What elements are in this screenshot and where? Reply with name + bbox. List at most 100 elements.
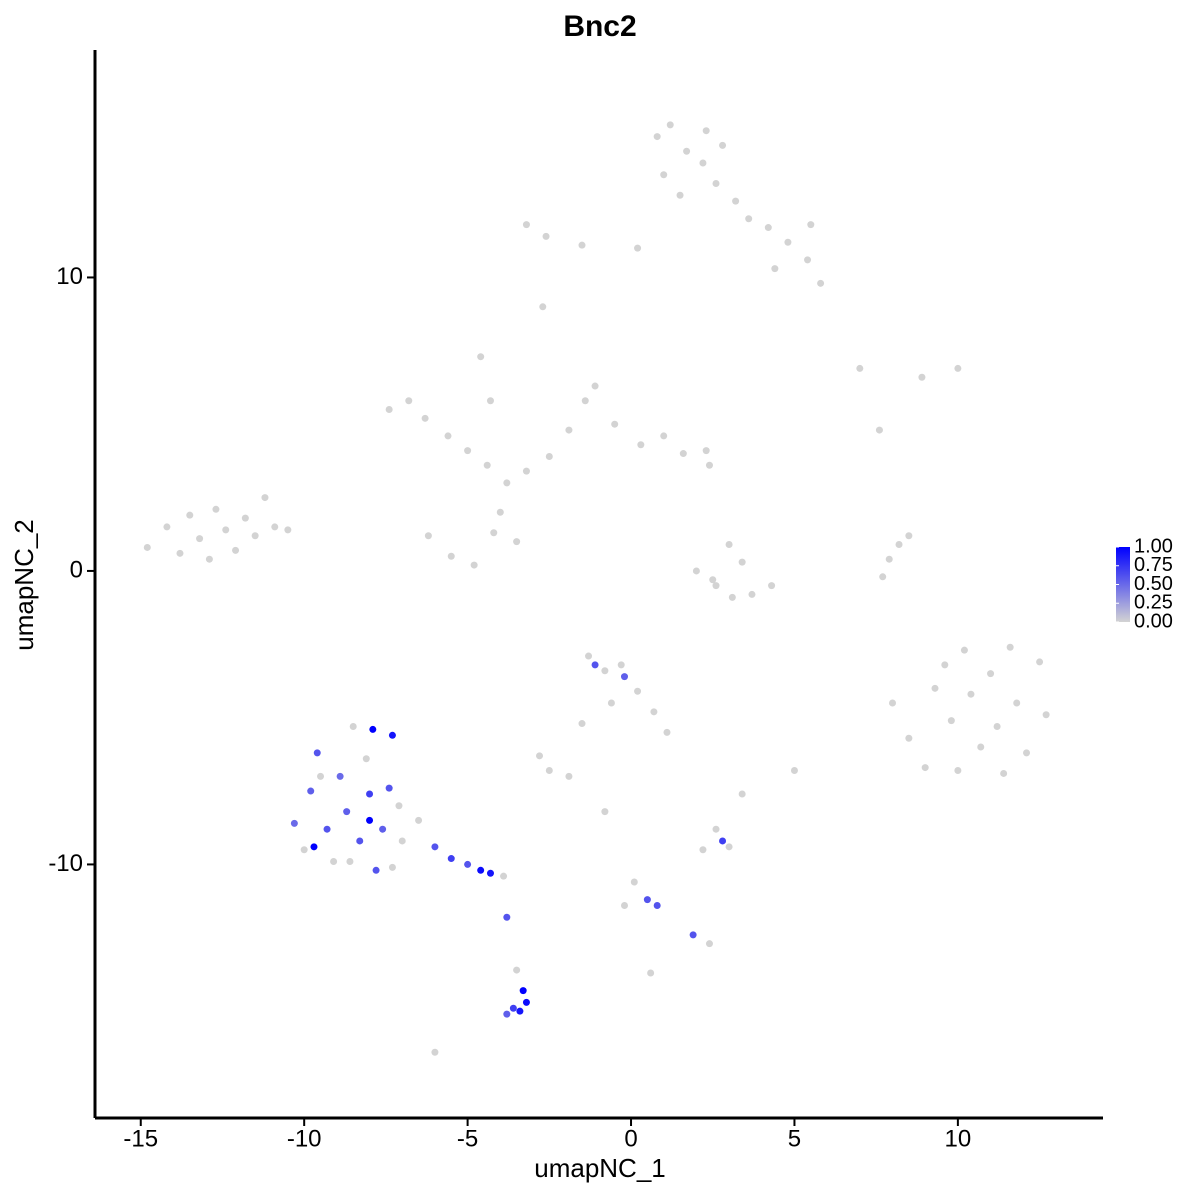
point: [705, 940, 713, 948]
point: [653, 902, 661, 910]
point: [483, 461, 491, 469]
point: [522, 467, 530, 475]
point: [421, 414, 429, 422]
point: [676, 191, 684, 199]
point: [637, 441, 645, 449]
point: [607, 699, 615, 707]
point: [578, 720, 586, 728]
point: [663, 728, 671, 736]
point: [679, 450, 687, 458]
point: [542, 232, 550, 240]
point: [1006, 643, 1014, 651]
point: [993, 722, 1001, 730]
point: [725, 541, 733, 549]
x-tick-label: 0: [624, 1125, 637, 1152]
point: [477, 866, 485, 874]
point: [1023, 749, 1031, 757]
point: [300, 846, 308, 854]
point: [705, 461, 713, 469]
point: [522, 221, 530, 229]
point: [232, 546, 240, 554]
x-axis-label: umapNC_1: [534, 1153, 666, 1183]
point: [879, 573, 887, 581]
point: [954, 767, 962, 775]
point: [585, 652, 593, 660]
point: [313, 749, 321, 757]
x-tick-label: -5: [457, 1125, 478, 1152]
point: [545, 767, 553, 775]
point: [470, 561, 478, 569]
point: [284, 526, 292, 534]
point: [728, 593, 736, 601]
point: [987, 670, 995, 678]
point: [366, 790, 374, 798]
point: [516, 1007, 524, 1015]
point: [601, 667, 609, 675]
point: [290, 819, 298, 827]
point: [660, 171, 668, 179]
point: [702, 127, 710, 135]
point: [372, 866, 380, 874]
point: [745, 215, 753, 223]
point: [385, 406, 393, 414]
point: [738, 790, 746, 798]
point: [486, 397, 494, 405]
point: [712, 582, 720, 590]
point: [477, 353, 485, 361]
point: [395, 802, 403, 810]
point: [643, 896, 651, 904]
point: [163, 523, 171, 531]
point: [856, 364, 864, 372]
point: [362, 755, 370, 763]
point: [447, 552, 455, 560]
point: [954, 364, 962, 372]
point: [486, 869, 494, 877]
point: [415, 816, 423, 824]
point: [464, 447, 472, 455]
y-axis-label: umapNC_2: [9, 519, 39, 651]
x-tick-label: 5: [788, 1125, 801, 1152]
point: [186, 511, 194, 519]
point: [650, 708, 658, 716]
point: [804, 256, 812, 264]
point: [490, 529, 498, 537]
point: [503, 1010, 511, 1018]
point: [536, 752, 544, 760]
y-tick-label: -10: [48, 850, 83, 877]
point: [817, 279, 825, 287]
point: [317, 772, 325, 780]
point: [388, 731, 396, 739]
y-tick-label: 0: [70, 556, 83, 583]
point: [947, 717, 955, 725]
point: [1000, 769, 1008, 777]
point: [719, 141, 727, 149]
point: [513, 538, 521, 546]
point: [424, 532, 432, 540]
point: [346, 857, 354, 865]
point: [712, 825, 720, 833]
point: [330, 857, 338, 865]
point: [222, 526, 230, 534]
point: [431, 843, 439, 851]
point: [591, 661, 599, 669]
point: [653, 133, 661, 141]
point: [522, 998, 530, 1006]
point: [143, 543, 151, 551]
point: [738, 558, 746, 566]
point: [634, 687, 642, 695]
point: [578, 241, 586, 249]
point: [768, 582, 776, 590]
point: [905, 532, 913, 540]
point: [647, 969, 655, 977]
point: [385, 784, 393, 792]
point: [699, 159, 707, 167]
x-tick-label: 10: [945, 1125, 972, 1152]
point: [692, 567, 700, 575]
point: [905, 734, 913, 742]
point: [369, 725, 377, 733]
point: [790, 767, 798, 775]
point: [601, 808, 609, 816]
colorbar-label: 0.00: [1134, 610, 1173, 632]
point: [620, 673, 628, 681]
point: [620, 902, 628, 910]
